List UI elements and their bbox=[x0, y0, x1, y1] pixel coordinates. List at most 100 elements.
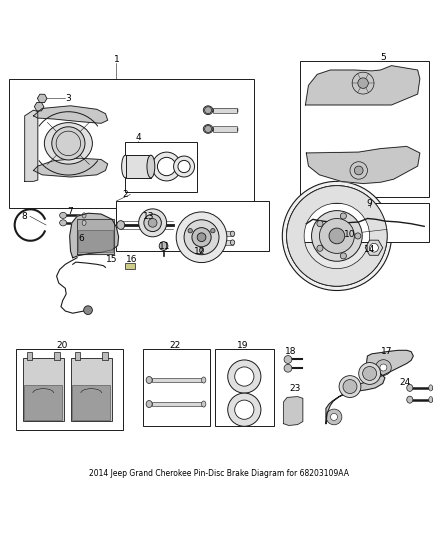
Bar bbox=[213, 108, 237, 113]
Bar bbox=[152, 402, 204, 406]
Circle shape bbox=[148, 219, 157, 227]
Bar bbox=[72, 385, 110, 420]
Ellipse shape bbox=[60, 220, 67, 226]
Text: 17: 17 bbox=[381, 347, 393, 356]
Text: 19: 19 bbox=[237, 341, 249, 350]
Polygon shape bbox=[326, 350, 413, 424]
Circle shape bbox=[228, 393, 261, 426]
Circle shape bbox=[201, 231, 207, 237]
Circle shape bbox=[157, 157, 176, 176]
Circle shape bbox=[319, 219, 354, 253]
Text: 1: 1 bbox=[113, 54, 119, 63]
Bar bbox=[208, 231, 233, 236]
Circle shape bbox=[284, 356, 292, 364]
Ellipse shape bbox=[122, 155, 130, 178]
Circle shape bbox=[354, 166, 363, 175]
Circle shape bbox=[340, 213, 346, 219]
Bar bbox=[125, 263, 135, 269]
Bar bbox=[126, 155, 151, 178]
Bar bbox=[24, 385, 62, 420]
Circle shape bbox=[359, 362, 381, 384]
Ellipse shape bbox=[199, 238, 208, 247]
Circle shape bbox=[192, 228, 211, 247]
Circle shape bbox=[52, 127, 85, 160]
Bar bbox=[143, 350, 210, 426]
Ellipse shape bbox=[407, 396, 413, 403]
Circle shape bbox=[205, 107, 212, 114]
Text: 15: 15 bbox=[106, 255, 118, 264]
Polygon shape bbox=[25, 110, 38, 181]
Circle shape bbox=[380, 364, 387, 371]
Text: 20: 20 bbox=[56, 341, 67, 350]
Circle shape bbox=[358, 78, 368, 88]
Circle shape bbox=[197, 233, 206, 241]
Polygon shape bbox=[33, 158, 108, 177]
Bar bbox=[78, 230, 113, 252]
Circle shape bbox=[317, 221, 323, 227]
Circle shape bbox=[152, 152, 181, 181]
Bar bbox=[75, 352, 80, 360]
Text: 24: 24 bbox=[399, 378, 410, 387]
Text: 7: 7 bbox=[68, 207, 74, 216]
Ellipse shape bbox=[407, 384, 413, 391]
Circle shape bbox=[331, 414, 338, 421]
Text: 10: 10 bbox=[344, 230, 356, 239]
Circle shape bbox=[211, 229, 215, 233]
Ellipse shape bbox=[147, 155, 155, 178]
Bar bbox=[102, 352, 108, 360]
Circle shape bbox=[363, 367, 377, 381]
Circle shape bbox=[339, 376, 361, 398]
Circle shape bbox=[188, 229, 192, 233]
Circle shape bbox=[201, 239, 207, 246]
Circle shape bbox=[284, 364, 292, 372]
Circle shape bbox=[84, 306, 92, 314]
Bar bbox=[208, 240, 233, 245]
Bar bbox=[10, 79, 254, 207]
Bar bbox=[27, 352, 32, 360]
Ellipse shape bbox=[44, 123, 92, 164]
Ellipse shape bbox=[203, 106, 213, 115]
Bar bbox=[54, 352, 60, 360]
Polygon shape bbox=[70, 213, 119, 258]
Circle shape bbox=[235, 400, 254, 419]
Circle shape bbox=[343, 379, 357, 393]
Text: 11: 11 bbox=[159, 243, 170, 252]
Circle shape bbox=[340, 253, 346, 259]
Text: 22: 22 bbox=[170, 341, 181, 350]
Bar bbox=[213, 126, 237, 132]
Bar bbox=[215, 350, 274, 426]
Text: 6: 6 bbox=[78, 233, 85, 243]
Circle shape bbox=[228, 360, 261, 393]
Circle shape bbox=[184, 220, 219, 255]
Circle shape bbox=[176, 212, 227, 263]
Circle shape bbox=[317, 245, 323, 252]
Ellipse shape bbox=[201, 401, 206, 407]
Circle shape bbox=[326, 409, 342, 425]
Ellipse shape bbox=[82, 213, 86, 218]
Text: 2: 2 bbox=[122, 190, 128, 199]
Circle shape bbox=[144, 214, 161, 231]
Polygon shape bbox=[284, 397, 303, 425]
Circle shape bbox=[283, 181, 392, 290]
Text: 4: 4 bbox=[135, 133, 141, 142]
Ellipse shape bbox=[429, 385, 433, 391]
Ellipse shape bbox=[117, 221, 125, 229]
Bar bbox=[117, 201, 269, 251]
Circle shape bbox=[287, 185, 387, 286]
Polygon shape bbox=[77, 220, 114, 254]
Circle shape bbox=[199, 248, 204, 253]
Ellipse shape bbox=[199, 229, 208, 238]
Text: 3: 3 bbox=[66, 94, 71, 103]
Text: 5: 5 bbox=[380, 53, 385, 62]
Text: 8: 8 bbox=[22, 212, 28, 221]
Bar bbox=[300, 61, 428, 197]
Polygon shape bbox=[305, 66, 420, 105]
Circle shape bbox=[139, 209, 166, 237]
Text: 23: 23 bbox=[290, 384, 301, 393]
Text: 13: 13 bbox=[143, 212, 155, 221]
Text: 18: 18 bbox=[285, 347, 297, 356]
Ellipse shape bbox=[230, 231, 235, 236]
Circle shape bbox=[178, 160, 190, 173]
Bar bbox=[300, 203, 428, 243]
Ellipse shape bbox=[146, 400, 152, 408]
